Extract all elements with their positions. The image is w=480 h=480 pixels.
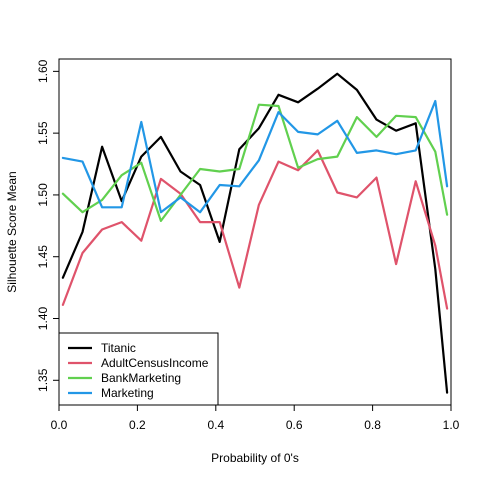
y-tick-label: 1.55 bbox=[36, 121, 50, 145]
x-tick-label: 0.6 bbox=[286, 418, 303, 432]
y-tick-label: 1.45 bbox=[36, 245, 50, 269]
y-tick-label: 1.40 bbox=[36, 306, 50, 330]
x-tick-label: 0.0 bbox=[51, 418, 68, 432]
x-axis-ticks: 0.0 0.2 0.4 0.6 0.8 1.0 bbox=[51, 405, 460, 432]
legend-label: AdultCensusIncome bbox=[101, 356, 209, 370]
x-axis-label: Probability of 0's bbox=[211, 451, 299, 465]
legend-label: Titanic bbox=[101, 341, 136, 355]
series-line-marketing bbox=[61, 99, 449, 214]
legend-label: Marketing bbox=[101, 386, 154, 400]
x-tick-label: 1.0 bbox=[443, 418, 460, 432]
y-axis-ticks: 1.35 1.40 1.45 1.50 1.55 1.60 bbox=[36, 59, 59, 392]
legend-label: BankMarketing bbox=[101, 371, 181, 385]
series-line-bankmarketing bbox=[61, 103, 449, 222]
x-tick-label: 0.8 bbox=[364, 418, 381, 432]
y-tick-label: 1.50 bbox=[36, 183, 50, 207]
x-tick-label: 0.2 bbox=[129, 418, 146, 432]
series-lines bbox=[61, 72, 449, 394]
y-tick-label: 1.35 bbox=[36, 368, 50, 392]
legend: TitanicAdultCensusIncomeBankMarketingMar… bbox=[58, 332, 219, 406]
plot-frame bbox=[58, 58, 452, 406]
series-line-titanic bbox=[61, 72, 449, 394]
series-line-adultcensusincome bbox=[61, 149, 449, 310]
y-tick-label: 1.60 bbox=[36, 59, 50, 83]
y-axis-label: Silhouette Score Mean bbox=[5, 171, 19, 292]
x-tick-label: 0.4 bbox=[207, 418, 224, 432]
